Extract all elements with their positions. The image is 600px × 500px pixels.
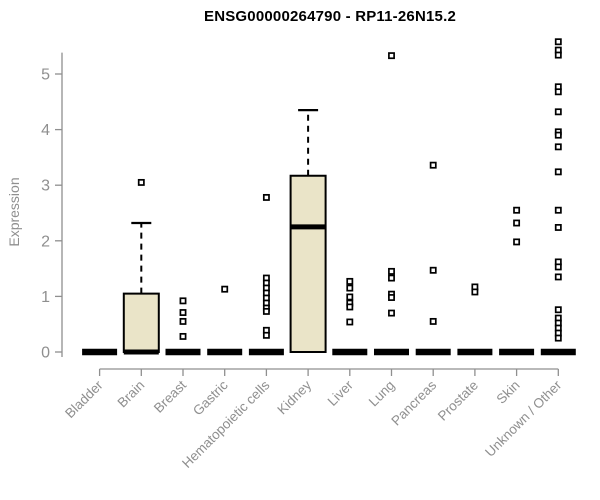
outlier-point [554,38,562,46]
outlier-point [554,51,562,59]
x-tick-label: Brain [115,378,148,411]
y-tick-label: 2 [41,233,50,250]
box [122,292,160,353]
outlier-point [554,224,562,231]
x-tick-label: Liver [325,377,357,409]
outlier-point [346,293,354,301]
outlier-point [554,334,562,342]
outlier-point [346,277,354,285]
y-tick-label: 0 [41,345,50,362]
outlier-point [179,309,187,316]
outlier-point [262,307,270,315]
x-tick-label: Prostate [435,378,481,424]
outlier-point [554,206,562,214]
outlier-point [513,206,521,214]
x-tick-label: Unknown / Other [482,377,565,460]
x-tick-label: Lung [366,378,398,410]
outlier-point [554,168,562,176]
outlier-point [554,306,562,314]
outlier-point [346,318,354,326]
outlier-point [137,178,145,186]
outlier-point [554,88,562,96]
outlier-point [388,309,395,317]
outlier-point [346,303,354,311]
y-tick-label: 3 [41,178,50,195]
outlier-point [388,294,395,301]
box [289,174,327,353]
y-tick-label: 1 [41,289,50,306]
outlier-point [221,285,229,293]
outlier-point [471,288,479,296]
y-tick-label: 4 [41,122,50,139]
outlier-point [388,274,395,282]
outlier-point [554,108,562,116]
outlier-point [388,267,395,275]
chart-title: ENSG00000264790 - RP11-26N15.2 [203,8,456,25]
x-tick-label: Skin [494,378,523,407]
x-tick-label: Pancreas [388,377,439,428]
outlier-point [554,273,562,281]
outlier-point [179,317,187,325]
outlier-point [346,284,354,292]
x-tick-label: Bladder [62,377,106,421]
outlier-point [554,263,562,271]
x-tick-label: Breast [151,377,189,415]
outlier-point [429,161,437,169]
outlier-point [513,238,521,246]
y-axis-label: Expression [6,177,22,247]
outlier-point [429,266,437,274]
y-tick-label: 5 [41,67,50,84]
outlier-point [429,317,437,325]
outlier-point [179,332,187,340]
outlier-point [554,131,562,139]
x-tick-label: Kidney [274,377,314,417]
outlier-point [513,219,521,227]
x-tick-label: Gastric [190,377,231,418]
outlier-point [179,297,187,305]
outlier-point [554,143,562,151]
outlier-point [262,331,270,339]
outlier-point [262,193,270,201]
outlier-point [388,52,395,60]
